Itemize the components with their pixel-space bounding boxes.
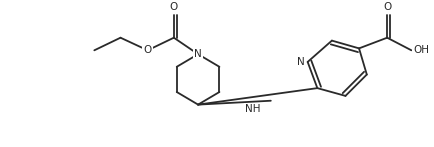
Text: O: O xyxy=(169,2,178,12)
Text: O: O xyxy=(382,2,391,12)
Text: N: N xyxy=(296,57,304,67)
Text: O: O xyxy=(143,45,151,55)
Text: NH: NH xyxy=(244,104,260,114)
Text: N: N xyxy=(194,49,201,59)
Text: OH: OH xyxy=(412,45,428,55)
